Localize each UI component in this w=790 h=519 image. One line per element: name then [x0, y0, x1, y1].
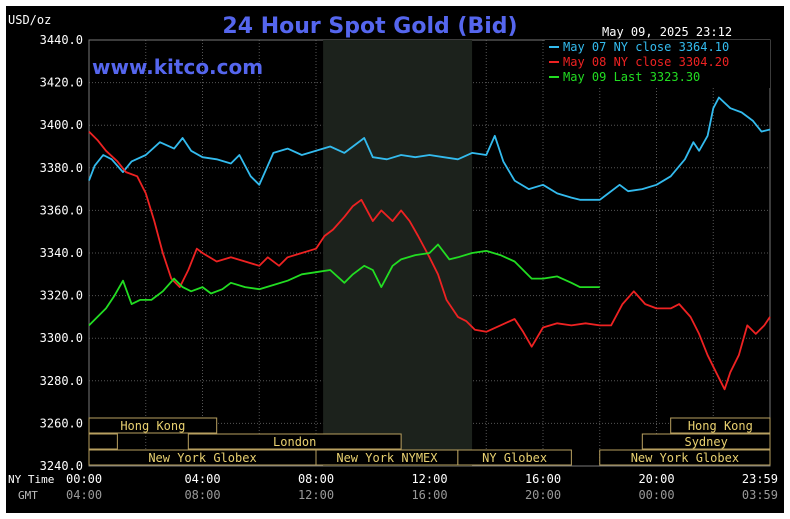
- x-tick-label-gmt: 20:00: [525, 488, 561, 502]
- watermark: www.kitco.com: [92, 55, 263, 79]
- x-tick-label-ny: 20:00: [638, 472, 674, 486]
- y-tick-label: 3240.0: [40, 459, 83, 473]
- session-label: London: [273, 435, 316, 449]
- x-tick-label-ny: 23:59: [742, 472, 778, 486]
- session-box: [187, 433, 402, 450]
- series-layer: [88, 96, 771, 391]
- shaded-session: [323, 40, 473, 466]
- x-axis: 00:00 04:00 08:00 12:00 16:00 20:00 23:59 04:00…: [66, 472, 778, 502]
- timestamp: May 09, 2025 23:12: [602, 25, 732, 39]
- session-label: NY Globex: [482, 451, 547, 465]
- x-tick-label-gmt: 04:00: [66, 488, 102, 502]
- session-box: [641, 433, 771, 450]
- session-label: Hong Kong: [688, 419, 753, 433]
- x-tick-label-ny: 16:00: [525, 472, 561, 486]
- series-line-1: [88, 96, 771, 201]
- chart-title: 24 Hour Spot Gold (Bid): [222, 14, 517, 39]
- session-label: Sydney: [684, 435, 727, 449]
- y-tick-label: 3300.0: [40, 331, 83, 345]
- legend-entry: May 09 Last 3323.30: [563, 70, 700, 84]
- x-tick-label-gmt: 03:59: [742, 488, 778, 502]
- legend-entry: May 07 NY close 3364.10: [563, 40, 729, 54]
- series-line-2: [88, 130, 771, 391]
- session-box: [88, 433, 118, 450]
- session-label: New York Globex: [631, 451, 739, 465]
- x-tick-label-gmt: 08:00: [184, 488, 220, 502]
- y-tick-label: 3320.0: [40, 289, 83, 303]
- x-tick-label-ny: 00:00: [66, 472, 102, 486]
- x-tick-label-gmt: 12:00: [298, 488, 334, 502]
- y-axis: 3440.0 3420.0 3400.0 3380.0 3360.0 3340.0 3320…: [40, 33, 83, 473]
- y-tick-label: 3260.0: [40, 416, 83, 430]
- y-tick-label: 3340.0: [40, 246, 83, 260]
- legend-entry: May 08 NY close 3304.20: [563, 55, 729, 69]
- session-box: [88, 417, 218, 434]
- x-tick-label-ny: 12:00: [411, 472, 447, 486]
- y-tick-label: 3400.0: [40, 118, 83, 132]
- y-tick-label: 3280.0: [40, 374, 83, 388]
- session-label: Hong Kong: [120, 419, 185, 433]
- y-tick-label: 3440.0: [40, 33, 83, 47]
- shaded-region: [323, 40, 473, 466]
- series-line-3: [88, 243, 600, 327]
- gmt-label: GMT: [18, 489, 38, 502]
- unit-label: USD/oz: [8, 13, 51, 27]
- session-label: New York Globex: [148, 451, 256, 465]
- legend-box: [545, 40, 770, 88]
- y-tick-label: 3380.0: [40, 161, 83, 175]
- x-tick-label-ny: 04:00: [184, 472, 220, 486]
- x-tick-label-ny: 08:00: [298, 472, 334, 486]
- x-tick-label-gmt: 16:00: [411, 488, 447, 502]
- x-tick-label-gmt: 00:00: [638, 488, 674, 502]
- session-box: [670, 417, 771, 434]
- session-label: New York NYMEX: [336, 451, 438, 465]
- session-box: [599, 449, 771, 466]
- session-box: [457, 449, 572, 466]
- ny-time-label: NY Time: [8, 473, 54, 486]
- market-sessions: Hong Kong Hong Kong London Sydney New York G…: [88, 417, 771, 466]
- y-tick-label: 3360.0: [40, 203, 83, 217]
- y-tick-label: 3420.0: [40, 76, 83, 90]
